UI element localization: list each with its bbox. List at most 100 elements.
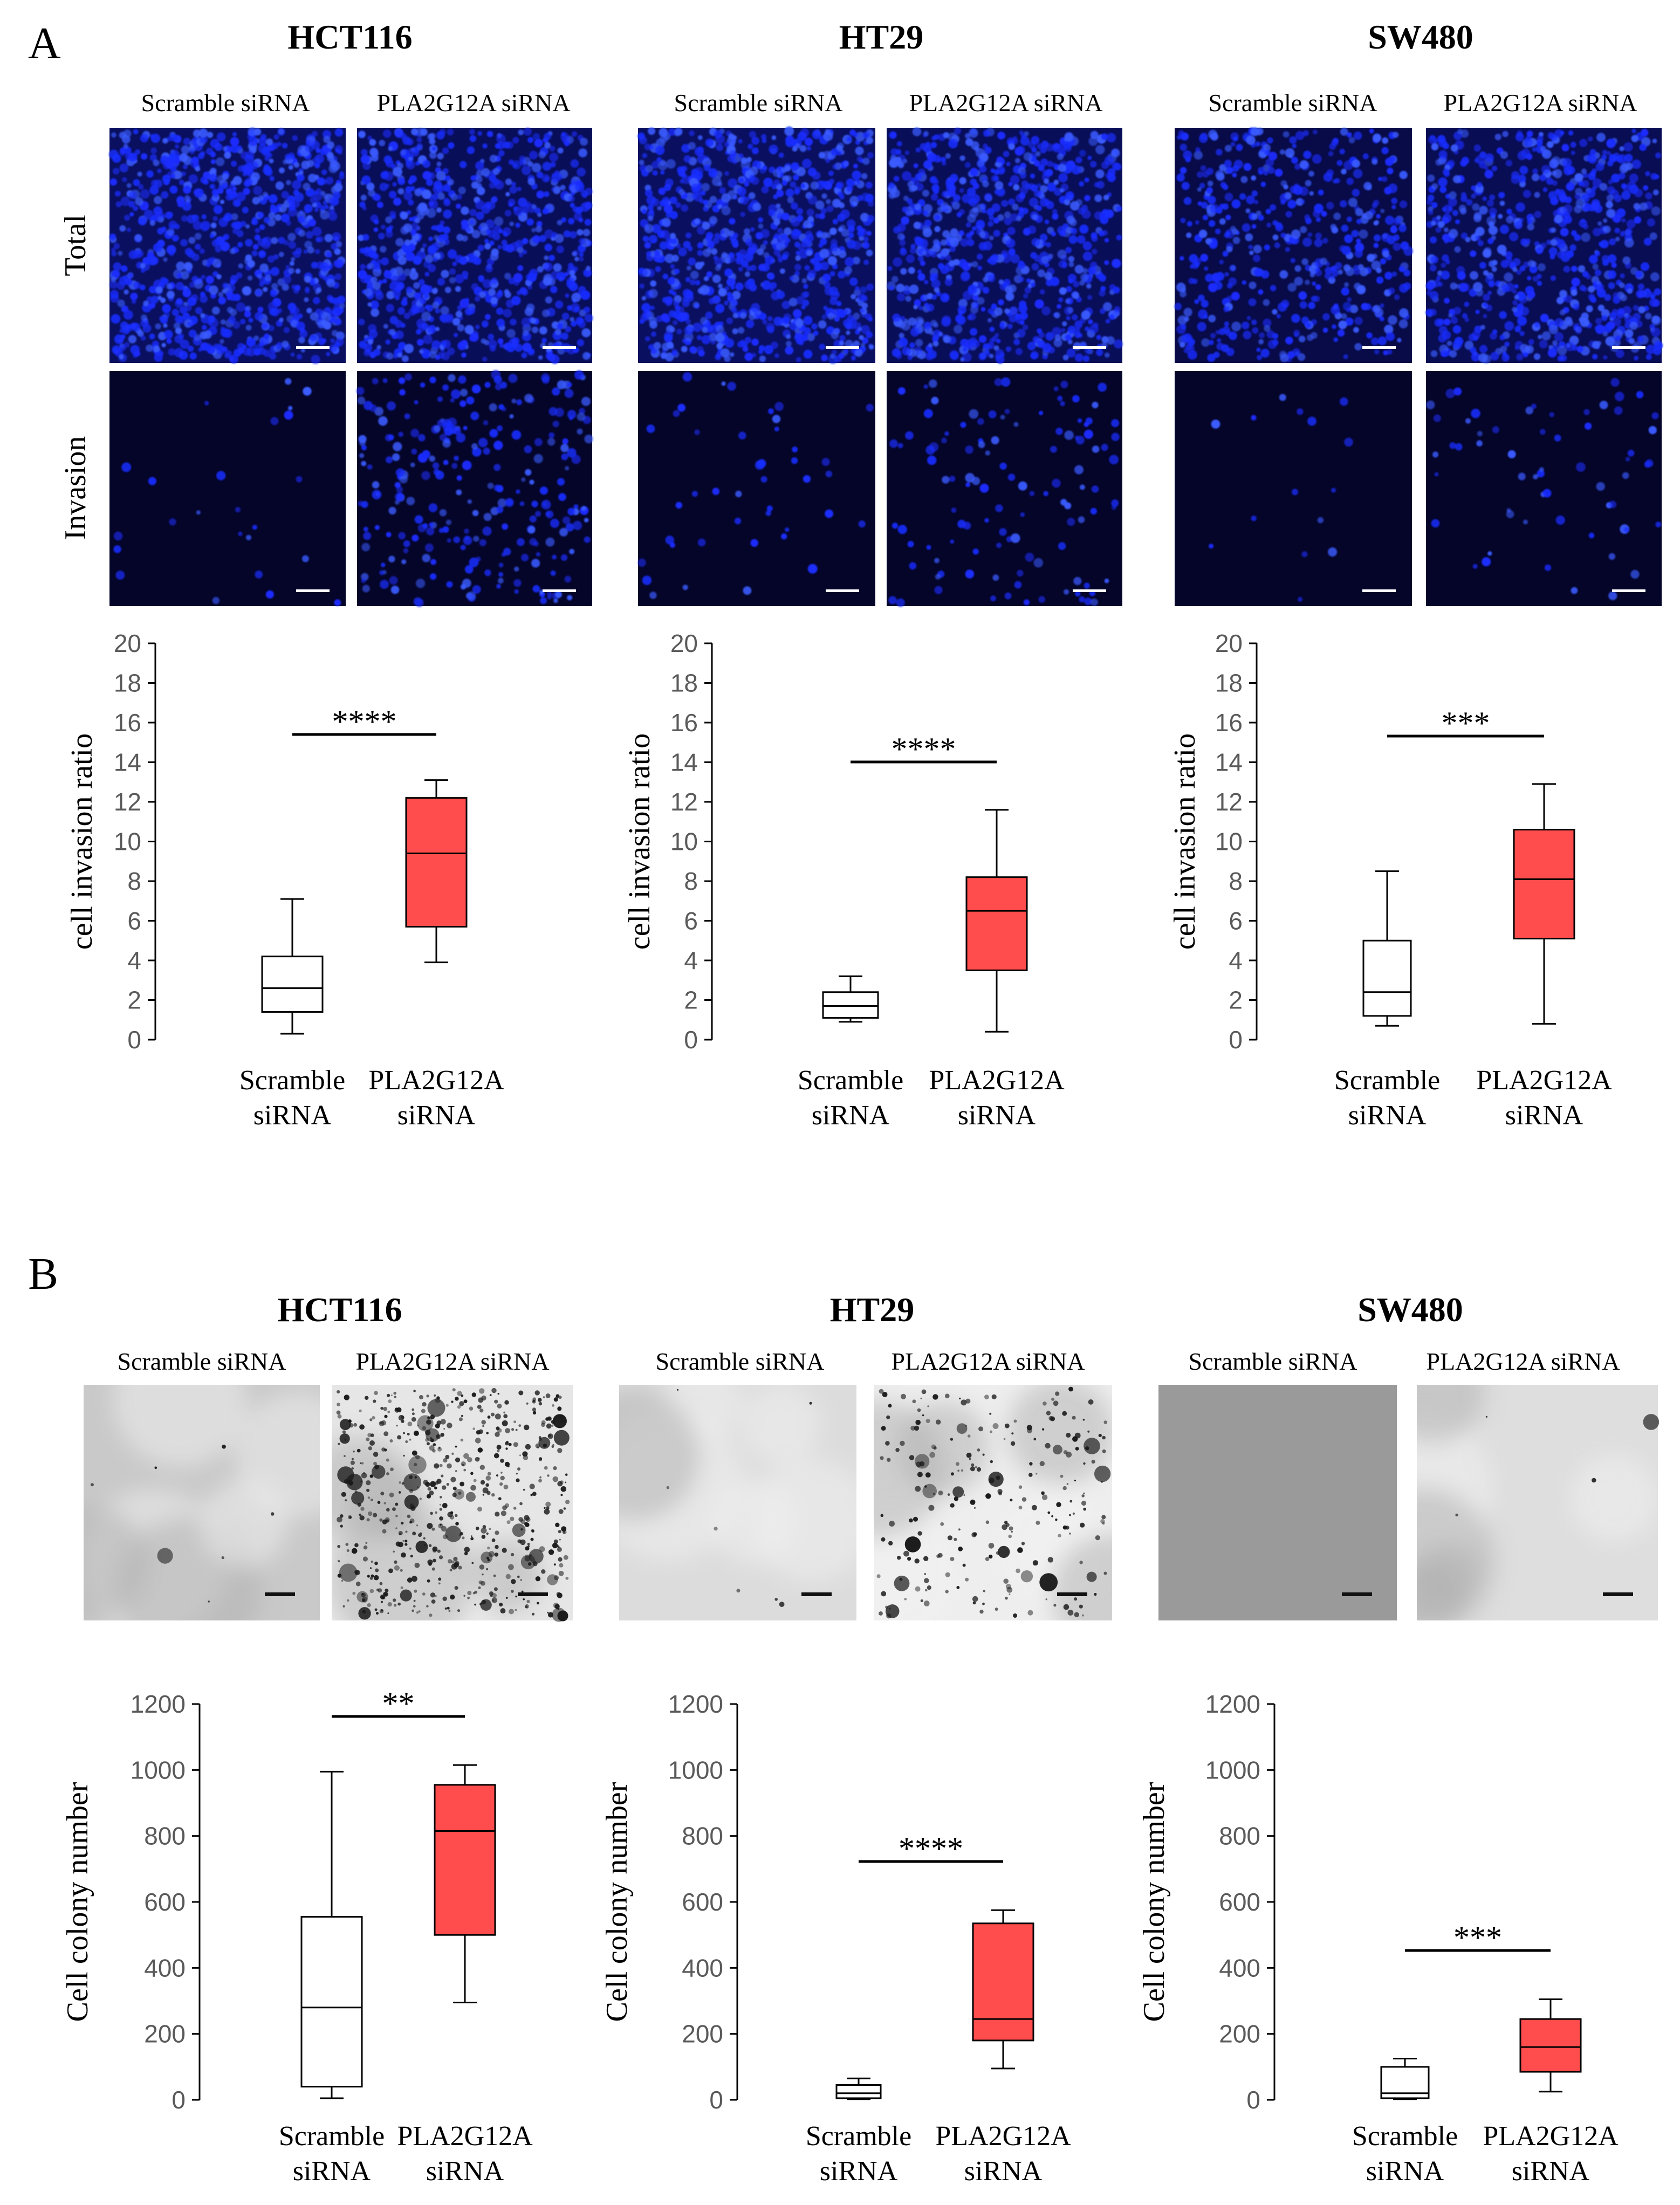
- y-tick-label: 400: [682, 1954, 723, 1982]
- category-label: siRNA: [1512, 2156, 1590, 2187]
- scale-bar: [543, 346, 576, 349]
- y-tick-label: 600: [682, 1888, 723, 1916]
- cell-nuclei: [108, 127, 346, 365]
- panel-letter-a: A: [28, 18, 61, 68]
- scale-bar: [543, 589, 576, 592]
- significance-stars: ***: [1442, 705, 1490, 741]
- y-tick-label: 20: [114, 629, 141, 657]
- boxplot-B-hct116: 0 200 400 600 800 1000 1200 Cell colony number S…: [61, 1686, 533, 2187]
- category-label: Scramble: [806, 2121, 911, 2152]
- boxplot-A-sw480: 0 2 4 6 8 10 12 14 16 18 20 cell invasion ratio Scra…: [1168, 629, 1612, 1131]
- panelA-title-hct116: HCT116: [287, 18, 412, 56]
- box-iqr: [434, 1784, 496, 1936]
- y-tick-label: 14: [114, 748, 141, 777]
- category-label: Scramble: [1334, 1065, 1440, 1096]
- y-axis-label: cell invasion ratio: [1168, 733, 1202, 950]
- category-label: PLA2G12A: [368, 1065, 504, 1096]
- y-tick-label: 2: [127, 986, 141, 1014]
- panelB-ht29-scramble-label: Scramble siRNA: [655, 1348, 824, 1375]
- y-tick-label: 1000: [668, 1756, 723, 1784]
- y-tick-label: 800: [144, 1822, 186, 1850]
- box-pla2g12a: [972, 1909, 1034, 2070]
- y-tick-label: 12: [114, 788, 141, 816]
- box-scramble: [822, 975, 879, 1023]
- micrograph-ht29-scramble: [619, 1385, 856, 1620]
- micrograph-background: [109, 371, 346, 606]
- panelA-sw480-pla2g12a-label: PLA2G12A siRNA: [1443, 89, 1637, 116]
- y-tick-label: 14: [1215, 748, 1243, 777]
- texture: [1417, 1385, 1658, 1620]
- y-tick-label: 200: [144, 2020, 186, 2048]
- micrograph-background: [1426, 371, 1662, 606]
- y-tick-label: 2: [684, 986, 698, 1014]
- y-axis-label: Cell colony number: [61, 1782, 94, 2022]
- cell-nuclei: [888, 377, 1120, 607]
- row-label-invasion: Invasion: [59, 436, 92, 540]
- y-tick-label: 0: [709, 2086, 723, 2114]
- boxplot-B-ht29: 0 200 400 600 800 1000 1200 Cell colony number S…: [600, 1690, 1071, 2187]
- y-tick-label: 600: [1219, 1888, 1260, 1916]
- category-label: siRNA: [426, 2156, 504, 2187]
- texture: [84, 1385, 320, 1620]
- micrograph-hct116-scramble: [84, 1385, 320, 1620]
- box-scramble: [1362, 870, 1412, 1027]
- y-tick-label: 2: [1229, 986, 1243, 1014]
- category-label: Scramble: [279, 2121, 385, 2152]
- y-axis-label: cell invasion ratio: [65, 733, 99, 950]
- colonies: [876, 1386, 1111, 1619]
- micrograph-ht29-scramble-total: [637, 126, 875, 365]
- category-label: PLA2G12A: [935, 2121, 1071, 2152]
- y-tick-label: 18: [670, 669, 698, 697]
- cell-nuclei: [887, 127, 1123, 364]
- box-iqr: [965, 876, 1028, 971]
- significance-stars: **: [382, 1686, 415, 1721]
- y-axis-label: Cell colony number: [1137, 1782, 1171, 2022]
- micrograph-ht29-scramble-invasion: [637, 371, 875, 606]
- panelB-hct116-scramble-label: Scramble siRNA: [117, 1348, 286, 1375]
- y-tick-label: 18: [1215, 669, 1243, 697]
- micrograph-layer: [84, 126, 1663, 1622]
- y-tick-label: 4: [1229, 946, 1243, 974]
- y-tick-label: 12: [670, 788, 698, 816]
- y-tick-label: 6: [1229, 907, 1243, 935]
- y-tick-label: 1200: [668, 1690, 723, 1718]
- y-tick-label: 1200: [131, 1690, 186, 1718]
- y-tick-label: 400: [1219, 1954, 1260, 1982]
- y-tick-label: 4: [127, 946, 141, 974]
- scale-bar: [1073, 346, 1106, 349]
- y-tick-label: 20: [1215, 629, 1243, 657]
- panelA-ht29-pla2g12a-label: PLA2G12A siRNA: [909, 89, 1102, 116]
- category-label: PLA2G12A: [397, 2121, 533, 2152]
- micrograph-sw480-scramble-total: [1174, 127, 1414, 363]
- panelA-sw480-scramble-label: Scramble siRNA: [1208, 89, 1377, 116]
- scale-bar: [1362, 589, 1396, 592]
- panel-letter-b: B: [28, 1249, 58, 1299]
- significance-stars: ****: [332, 704, 397, 739]
- scale-bar: [296, 589, 330, 592]
- box-pla2g12a: [1513, 783, 1575, 1025]
- box-iqr: [972, 1922, 1034, 2042]
- y-tick-label: 16: [114, 709, 141, 737]
- panelB-hct116-pla2g12a-label: PLA2G12A siRNA: [355, 1348, 549, 1375]
- micrograph-background: [1158, 1385, 1397, 1620]
- colonies: [666, 1389, 812, 1608]
- micrograph-hct116-scramble-invasion: [109, 371, 346, 606]
- y-tick-label: 1000: [131, 1756, 186, 1784]
- y-tick-label: 6: [684, 907, 698, 935]
- box-iqr: [1513, 828, 1575, 940]
- box-iqr: [1519, 2018, 1582, 2073]
- y-tick-label: 200: [682, 2020, 723, 2048]
- significance-marker: ****: [859, 1831, 1003, 1866]
- scale-bar: [265, 1592, 295, 1596]
- y-axis-label: Cell colony number: [600, 1782, 634, 2022]
- micrograph-ht29-pla2g12a-total: [887, 127, 1123, 364]
- scale-bar: [1612, 346, 1645, 349]
- cell-nuclei: [113, 378, 341, 606]
- colonies: [90, 1445, 275, 1603]
- panelB-title-hct116: HCT116: [277, 1290, 402, 1329]
- cell-nuclei: [356, 369, 593, 608]
- y-tick-label: 800: [1219, 1822, 1260, 1850]
- micrograph-hct116-pla2g12a-invasion: [356, 369, 593, 608]
- y-tick-label: 16: [670, 709, 698, 737]
- box-iqr: [822, 991, 879, 1019]
